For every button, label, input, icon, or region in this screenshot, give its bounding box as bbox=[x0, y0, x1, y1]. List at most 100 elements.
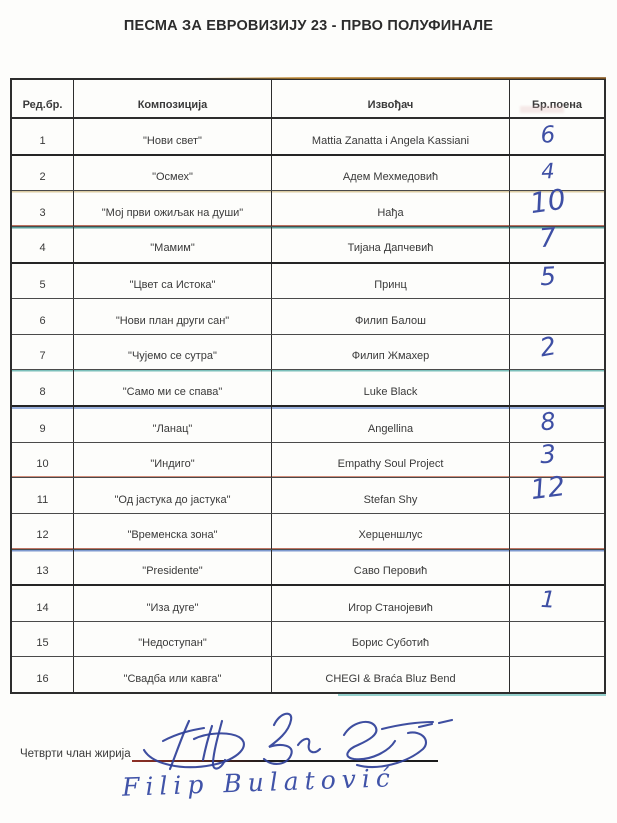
performer-cell: Принц bbox=[272, 263, 510, 299]
performer-cell: Борис Суботић bbox=[272, 621, 510, 657]
performer-cell: Филип Жмахер bbox=[272, 334, 510, 370]
points-cell: 2 bbox=[510, 331, 604, 370]
composition-cell: "Свадба или кавга" bbox=[74, 657, 272, 692]
points-cell bbox=[510, 514, 604, 549]
points-cell bbox=[510, 657, 604, 692]
handwritten-points: 4 bbox=[540, 159, 556, 184]
row-number-cell: 13 bbox=[12, 549, 74, 585]
composition-cell: "Временска зона" bbox=[74, 513, 272, 549]
header-performer: Извођач bbox=[272, 80, 510, 117]
performer-cell: Stefan Shy bbox=[272, 478, 510, 513]
performer-cell: Адем Мехмедовић bbox=[272, 155, 510, 191]
table-row: 9 "Ланац" Angellina 8 bbox=[12, 407, 604, 443]
jury-member-label: Четврти члан жирија bbox=[20, 748, 131, 760]
table-row: 1 "Нови свет" Mattia Zanatta i Angela Ka… bbox=[12, 119, 604, 156]
table-row: 4 "Мамим" Тијана Дапчевић 7 bbox=[12, 223, 604, 264]
performer-cell: Тијана Дапчевић bbox=[272, 226, 510, 262]
composition-cell: "Индиго" bbox=[74, 442, 272, 478]
handwritten-points: 5 bbox=[539, 261, 557, 292]
handwritten-points: 3 bbox=[539, 439, 557, 470]
handwritten-points bbox=[510, 312, 586, 320]
row-number-cell: 15 bbox=[12, 621, 74, 657]
row-number-cell: 14 bbox=[12, 586, 74, 621]
table-row: 7 "Чујемо се сутра" Филип Жмахер 2 bbox=[12, 331, 604, 371]
composition-cell: "Нови план други сан" bbox=[74, 299, 272, 334]
handwritten-points bbox=[510, 671, 586, 679]
points-cell: 1 bbox=[510, 586, 604, 621]
table-row: 10 "Индиго" Empathy Soul Project 3 bbox=[12, 439, 604, 479]
performer-cell: Mattia Zanatta i Angela Kassiani bbox=[272, 119, 510, 154]
points-cell: 10 bbox=[510, 182, 604, 226]
composition-cell: "Мој први ожиљак на души" bbox=[74, 191, 272, 226]
header-points: Бр.поена bbox=[510, 80, 604, 117]
row-number-cell: 2 bbox=[12, 155, 74, 191]
header-number: Ред.бр. bbox=[12, 80, 74, 117]
table-row: 2 "Осмех" Адем Мехмедовић 4 bbox=[12, 155, 604, 192]
handwritten-points: 1 bbox=[540, 587, 557, 615]
points-cell: 12 bbox=[510, 471, 604, 513]
performer-cell: CHEGI & Braća Bluz Bend bbox=[272, 657, 510, 692]
performer-cell: Филип Балош bbox=[272, 299, 510, 334]
performer-cell: Саво Перовић bbox=[272, 549, 510, 585]
handwritten-points bbox=[510, 563, 586, 571]
performer-cell: Luke Black bbox=[272, 370, 510, 405]
row-number-cell: 12 bbox=[12, 513, 74, 549]
points-cell: 5 bbox=[510, 261, 604, 299]
performer-cell: Игор Станојевић bbox=[272, 586, 510, 621]
points-cell: 7 bbox=[510, 223, 604, 262]
performer-cell: Empathy Soul Project bbox=[272, 442, 510, 478]
table-row: 12 "Временска зона" Херценшлус bbox=[12, 513, 604, 550]
composition-cell: "Цвет са Истока" bbox=[74, 263, 272, 299]
page-title: ПЕСМА ЗА ЕВРОВИЗИЈУ 23 - ПРВО ПОЛУФИНАЛЕ bbox=[123, 18, 494, 34]
points-cell bbox=[510, 622, 604, 657]
table-body: 1 "Нови свет" Mattia Zanatta i Angela Ka… bbox=[12, 119, 604, 692]
table-row: 3 "Мој први ожиљак на души" Нађа 10 bbox=[12, 182, 604, 227]
row-number-cell: 9 bbox=[12, 407, 74, 442]
performer-cell: Angellina bbox=[272, 407, 510, 442]
composition-cell: "Од јастука до јастука" bbox=[74, 478, 272, 513]
handwritten-points bbox=[510, 384, 586, 392]
points-cell bbox=[510, 370, 604, 405]
handwritten-points: 8 bbox=[538, 407, 558, 437]
results-table: Ред.бр. Композиција Извођач Бр.поена 1 "… bbox=[10, 77, 606, 696]
row-number-cell: 3 bbox=[12, 191, 74, 226]
row-number-cell: 10 bbox=[12, 442, 74, 478]
row-number-cell: 16 bbox=[12, 657, 74, 692]
row-number-cell: 4 bbox=[12, 226, 74, 262]
table-header-row: Ред.бр. Композиција Извођач Бр.поена bbox=[12, 80, 604, 119]
row-number-cell: 1 bbox=[12, 119, 74, 154]
handwritten-points bbox=[510, 527, 586, 535]
points-cell: 4 bbox=[510, 156, 604, 191]
performer-cell: Нађа bbox=[272, 191, 510, 226]
points-cell: 3 bbox=[510, 439, 604, 478]
performer-cell: Херценшлус bbox=[272, 513, 510, 549]
row-number-cell: 6 bbox=[12, 299, 74, 334]
table-row: 15 "Недоступан" Борис Суботић bbox=[12, 621, 604, 658]
row-number-cell: 8 bbox=[12, 370, 74, 405]
points-cell: 8 bbox=[510, 407, 604, 442]
composition-cell: "Иза дуге" bbox=[74, 586, 272, 621]
row-number-cell: 7 bbox=[12, 334, 74, 370]
points-cell bbox=[510, 550, 604, 585]
table-row: 11 "Од јастука до јастука" Stefan Shy 12 bbox=[12, 471, 604, 514]
composition-cell: "Недоступан" bbox=[74, 621, 272, 657]
points-cell: 6 bbox=[510, 119, 604, 154]
table-row: 8 "Само ми се спава" Luke Black bbox=[12, 370, 604, 407]
composition-cell: "Осмех" bbox=[74, 155, 272, 191]
composition-cell: "Presidente" bbox=[74, 549, 272, 585]
table-row: 5 "Цвет са Истока" Принц 5 bbox=[12, 261, 604, 300]
header-composition: Композиција bbox=[74, 80, 272, 117]
composition-cell: "Само ми се спава" bbox=[74, 370, 272, 405]
composition-cell: "Мамим" bbox=[74, 226, 272, 262]
handwritten-points: 6 bbox=[539, 122, 557, 150]
table-row: 16 "Свадба или кавга" CHEGI & Braća Bluz… bbox=[12, 657, 604, 692]
table-row: 14 "Иза дуге" Игор Станојевић 1 bbox=[12, 586, 604, 622]
row-number-cell: 5 bbox=[12, 263, 74, 299]
handwritten-points bbox=[510, 635, 586, 643]
composition-cell: "Нови свет" bbox=[74, 119, 272, 154]
handwritten-points: 7 bbox=[538, 223, 558, 255]
table-row: 6 "Нови план други сан" Филип Балош bbox=[12, 299, 604, 335]
composition-cell: "Чујемо се сутра" bbox=[74, 334, 272, 370]
points-cell bbox=[510, 299, 604, 334]
row-number-cell: 11 bbox=[12, 478, 74, 513]
